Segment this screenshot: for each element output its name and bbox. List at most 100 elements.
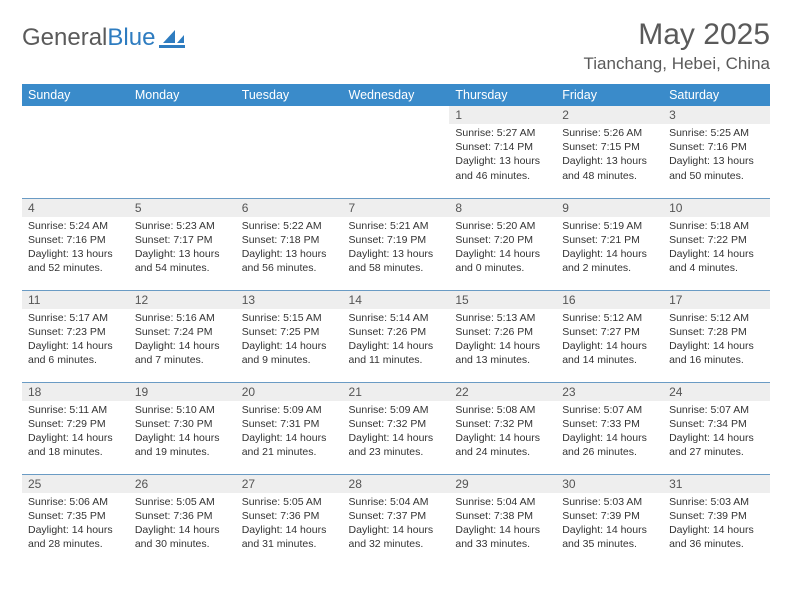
calendar-cell: 10Sunrise: 5:18 AMSunset: 7:22 PMDayligh… bbox=[663, 198, 770, 290]
calendar-cell: 22Sunrise: 5:08 AMSunset: 7:32 PMDayligh… bbox=[449, 382, 556, 474]
day-number: 14 bbox=[343, 291, 450, 309]
day-number: 12 bbox=[129, 291, 236, 309]
calendar-cell: 14Sunrise: 5:14 AMSunset: 7:26 PMDayligh… bbox=[343, 290, 450, 382]
daylight-text: Daylight: 13 hours and 56 minutes. bbox=[242, 247, 337, 275]
daylight-text: Daylight: 14 hours and 21 minutes. bbox=[242, 431, 337, 459]
calendar-cell: 19Sunrise: 5:10 AMSunset: 7:30 PMDayligh… bbox=[129, 382, 236, 474]
day-data: Sunrise: 5:16 AMSunset: 7:24 PMDaylight:… bbox=[129, 309, 236, 372]
daylight-text: Daylight: 13 hours and 52 minutes. bbox=[28, 247, 123, 275]
day-number: 3 bbox=[663, 106, 770, 124]
day-number: 30 bbox=[556, 475, 663, 493]
month-title: May 2025 bbox=[584, 18, 771, 52]
day-data: Sunrise: 5:12 AMSunset: 7:28 PMDaylight:… bbox=[663, 309, 770, 372]
daylight-text: Daylight: 14 hours and 6 minutes. bbox=[28, 339, 123, 367]
day-number: 26 bbox=[129, 475, 236, 493]
day-number: 13 bbox=[236, 291, 343, 309]
daylight-text: Daylight: 14 hours and 36 minutes. bbox=[669, 523, 764, 551]
calendar-cell: 26Sunrise: 5:05 AMSunset: 7:36 PMDayligh… bbox=[129, 474, 236, 566]
sunrise-text: Sunrise: 5:09 AM bbox=[242, 403, 337, 417]
calendar-cell bbox=[343, 106, 450, 198]
calendar-week: 11Sunrise: 5:17 AMSunset: 7:23 PMDayligh… bbox=[22, 290, 770, 382]
sunrise-text: Sunrise: 5:21 AM bbox=[349, 219, 444, 233]
sunset-text: Sunset: 7:39 PM bbox=[562, 509, 657, 523]
day-number: 20 bbox=[236, 383, 343, 401]
sunset-text: Sunset: 7:33 PM bbox=[562, 417, 657, 431]
calendar-cell: 29Sunrise: 5:04 AMSunset: 7:38 PMDayligh… bbox=[449, 474, 556, 566]
day-data: Sunrise: 5:13 AMSunset: 7:26 PMDaylight:… bbox=[449, 309, 556, 372]
calendar-cell: 18Sunrise: 5:11 AMSunset: 7:29 PMDayligh… bbox=[22, 382, 129, 474]
daylight-text: Daylight: 14 hours and 14 minutes. bbox=[562, 339, 657, 367]
day-number: 8 bbox=[449, 199, 556, 217]
sunset-text: Sunset: 7:32 PM bbox=[455, 417, 550, 431]
sunrise-text: Sunrise: 5:05 AM bbox=[242, 495, 337, 509]
calendar-week: 18Sunrise: 5:11 AMSunset: 7:29 PMDayligh… bbox=[22, 382, 770, 474]
daylight-text: Daylight: 13 hours and 46 minutes. bbox=[455, 154, 550, 182]
calendar-week: 1Sunrise: 5:27 AMSunset: 7:14 PMDaylight… bbox=[22, 106, 770, 198]
day-data: Sunrise: 5:20 AMSunset: 7:20 PMDaylight:… bbox=[449, 217, 556, 280]
day-number: 22 bbox=[449, 383, 556, 401]
day-data: Sunrise: 5:06 AMSunset: 7:35 PMDaylight:… bbox=[22, 493, 129, 556]
day-data: Sunrise: 5:05 AMSunset: 7:36 PMDaylight:… bbox=[236, 493, 343, 556]
daylight-text: Daylight: 14 hours and 0 minutes. bbox=[455, 247, 550, 275]
calendar-cell bbox=[22, 106, 129, 198]
day-number: 25 bbox=[22, 475, 129, 493]
sunrise-text: Sunrise: 5:04 AM bbox=[349, 495, 444, 509]
sunrise-text: Sunrise: 5:10 AM bbox=[135, 403, 230, 417]
calendar-cell: 7Sunrise: 5:21 AMSunset: 7:19 PMDaylight… bbox=[343, 198, 450, 290]
sail-icon bbox=[159, 28, 185, 48]
title-block: May 2025 Tianchang, Hebei, China bbox=[584, 18, 771, 74]
day-data: Sunrise: 5:19 AMSunset: 7:21 PMDaylight:… bbox=[556, 217, 663, 280]
calendar-cell: 15Sunrise: 5:13 AMSunset: 7:26 PMDayligh… bbox=[449, 290, 556, 382]
calendar-cell: 27Sunrise: 5:05 AMSunset: 7:36 PMDayligh… bbox=[236, 474, 343, 566]
sunrise-text: Sunrise: 5:18 AM bbox=[669, 219, 764, 233]
calendar-cell: 16Sunrise: 5:12 AMSunset: 7:27 PMDayligh… bbox=[556, 290, 663, 382]
daylight-text: Daylight: 14 hours and 18 minutes. bbox=[28, 431, 123, 459]
day-data: Sunrise: 5:26 AMSunset: 7:15 PMDaylight:… bbox=[556, 124, 663, 187]
sunset-text: Sunset: 7:18 PM bbox=[242, 233, 337, 247]
brand-logo: GeneralBlue bbox=[22, 18, 185, 52]
calendar-cell: 11Sunrise: 5:17 AMSunset: 7:23 PMDayligh… bbox=[22, 290, 129, 382]
calendar-week: 25Sunrise: 5:06 AMSunset: 7:35 PMDayligh… bbox=[22, 474, 770, 566]
calendar-cell: 20Sunrise: 5:09 AMSunset: 7:31 PMDayligh… bbox=[236, 382, 343, 474]
sunset-text: Sunset: 7:31 PM bbox=[242, 417, 337, 431]
day-data: Sunrise: 5:27 AMSunset: 7:14 PMDaylight:… bbox=[449, 124, 556, 187]
day-number: 24 bbox=[663, 383, 770, 401]
day-number: 19 bbox=[129, 383, 236, 401]
daylight-text: Daylight: 14 hours and 9 minutes. bbox=[242, 339, 337, 367]
day-data: Sunrise: 5:03 AMSunset: 7:39 PMDaylight:… bbox=[663, 493, 770, 556]
daylight-text: Daylight: 13 hours and 48 minutes. bbox=[562, 154, 657, 182]
day-number: 29 bbox=[449, 475, 556, 493]
day-number: 10 bbox=[663, 199, 770, 217]
sunrise-text: Sunrise: 5:05 AM bbox=[135, 495, 230, 509]
daylight-text: Daylight: 13 hours and 58 minutes. bbox=[349, 247, 444, 275]
calendar-cell: 13Sunrise: 5:15 AMSunset: 7:25 PMDayligh… bbox=[236, 290, 343, 382]
sunrise-text: Sunrise: 5:20 AM bbox=[455, 219, 550, 233]
brand-part1: General bbox=[22, 24, 107, 52]
sunrise-text: Sunrise: 5:04 AM bbox=[455, 495, 550, 509]
calendar-cell: 23Sunrise: 5:07 AMSunset: 7:33 PMDayligh… bbox=[556, 382, 663, 474]
sunrise-text: Sunrise: 5:12 AM bbox=[562, 311, 657, 325]
sunset-text: Sunset: 7:29 PM bbox=[28, 417, 123, 431]
day-data: Sunrise: 5:15 AMSunset: 7:25 PMDaylight:… bbox=[236, 309, 343, 372]
calendar-cell: 1Sunrise: 5:27 AMSunset: 7:14 PMDaylight… bbox=[449, 106, 556, 198]
day-number: 17 bbox=[663, 291, 770, 309]
day-data: Sunrise: 5:22 AMSunset: 7:18 PMDaylight:… bbox=[236, 217, 343, 280]
calendar-header: SundayMondayTuesdayWednesdayThursdayFrid… bbox=[22, 84, 770, 106]
day-data: Sunrise: 5:07 AMSunset: 7:33 PMDaylight:… bbox=[556, 401, 663, 464]
daylight-text: Daylight: 14 hours and 11 minutes. bbox=[349, 339, 444, 367]
sunrise-text: Sunrise: 5:14 AM bbox=[349, 311, 444, 325]
day-data: Sunrise: 5:14 AMSunset: 7:26 PMDaylight:… bbox=[343, 309, 450, 372]
sunset-text: Sunset: 7:15 PM bbox=[562, 140, 657, 154]
calendar-cell: 28Sunrise: 5:04 AMSunset: 7:37 PMDayligh… bbox=[343, 474, 450, 566]
daylight-text: Daylight: 14 hours and 33 minutes. bbox=[455, 523, 550, 551]
calendar-cell bbox=[129, 106, 236, 198]
sunset-text: Sunset: 7:16 PM bbox=[28, 233, 123, 247]
day-data: Sunrise: 5:12 AMSunset: 7:27 PMDaylight:… bbox=[556, 309, 663, 372]
day-data: Sunrise: 5:09 AMSunset: 7:31 PMDaylight:… bbox=[236, 401, 343, 464]
sunset-text: Sunset: 7:36 PM bbox=[135, 509, 230, 523]
sunrise-text: Sunrise: 5:06 AM bbox=[28, 495, 123, 509]
sunset-text: Sunset: 7:32 PM bbox=[349, 417, 444, 431]
calendar-cell: 4Sunrise: 5:24 AMSunset: 7:16 PMDaylight… bbox=[22, 198, 129, 290]
sunset-text: Sunset: 7:26 PM bbox=[349, 325, 444, 339]
day-data: Sunrise: 5:09 AMSunset: 7:32 PMDaylight:… bbox=[343, 401, 450, 464]
